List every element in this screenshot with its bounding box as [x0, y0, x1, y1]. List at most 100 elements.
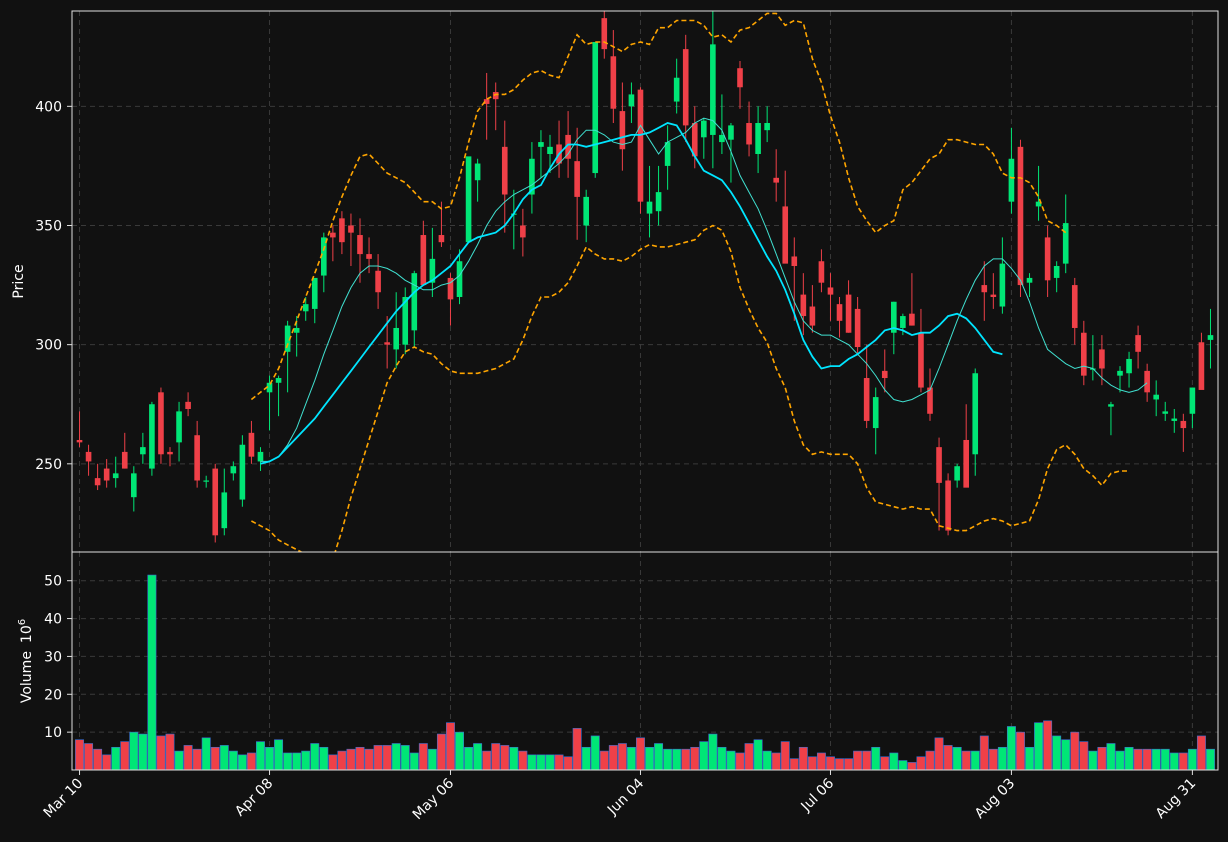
candle-body — [194, 435, 200, 481]
candle-body — [583, 196, 589, 226]
candle-body — [85, 451, 92, 462]
candle-body — [529, 158, 535, 195]
volume-bar — [699, 741, 709, 771]
candle-body — [854, 308, 861, 348]
volume-ytick-label: 50 — [44, 574, 62, 590]
volume-bar — [572, 728, 582, 771]
candle-body — [411, 273, 418, 331]
volume-bar — [717, 746, 727, 771]
volume-bar — [355, 746, 365, 771]
volume-bar — [952, 746, 962, 771]
volume-bar — [319, 746, 329, 771]
volume-bar — [1016, 731, 1025, 771]
volume-ytick-label: 10 — [44, 725, 62, 741]
volume-bar — [427, 748, 437, 771]
candle-body — [1053, 266, 1060, 278]
volume-bar — [228, 750, 238, 771]
volume-bar — [1133, 748, 1143, 771]
volume-bar — [925, 750, 935, 771]
candle-body — [719, 134, 725, 143]
volume-bar — [681, 748, 691, 771]
volume-bar — [789, 758, 799, 771]
volume-bar — [138, 733, 148, 771]
candle-body — [456, 261, 463, 297]
candle-body — [348, 225, 354, 233]
candle-body — [330, 232, 336, 238]
volume-bar — [391, 743, 401, 771]
candle-body — [701, 120, 707, 138]
volume-bar — [373, 745, 383, 771]
candle-body — [275, 378, 282, 383]
volume-bar — [364, 748, 374, 771]
volume-bar — [346, 748, 356, 771]
volume-bar — [246, 752, 256, 771]
volume-bar — [256, 741, 265, 771]
candle-body — [836, 304, 843, 321]
candle-body — [176, 411, 182, 443]
candle-body — [311, 277, 318, 309]
volume-bar — [744, 743, 754, 771]
volume-bar — [979, 735, 989, 771]
volume-bar — [880, 756, 890, 771]
volume-bar — [916, 756, 926, 771]
candle-body — [121, 451, 128, 469]
candle-body — [881, 370, 888, 379]
volume-bar — [1115, 750, 1125, 771]
candle-body — [94, 478, 101, 486]
candle-body — [357, 235, 363, 255]
volume-bar — [545, 754, 555, 771]
candle-body — [619, 111, 626, 150]
volume-bar — [590, 735, 600, 771]
candle-body — [800, 294, 807, 317]
volume-bar — [301, 750, 311, 771]
volume-bar — [997, 746, 1007, 771]
volume-bar — [455, 731, 464, 771]
volume-bar — [599, 750, 609, 771]
candle-body — [963, 439, 969, 488]
candle-body — [574, 161, 580, 197]
volume-bar — [726, 750, 736, 771]
volume-bar — [862, 750, 872, 771]
candle-body — [438, 235, 445, 243]
candle-body — [1135, 335, 1141, 352]
candle-body — [420, 235, 427, 286]
candle-body — [664, 142, 671, 166]
candle-body — [863, 378, 870, 421]
volume-bar — [147, 574, 157, 771]
candle-body — [755, 123, 761, 154]
candle-body — [927, 387, 933, 414]
volume-bar — [292, 752, 302, 771]
candle-body — [140, 447, 146, 455]
grid-layer — [72, 11, 1218, 770]
volume-bar — [446, 722, 455, 771]
volume-bar — [1106, 743, 1116, 771]
candle-body — [1117, 370, 1123, 376]
candle-body — [1144, 370, 1150, 393]
volume-bar — [1151, 748, 1161, 771]
volume-bar — [310, 743, 320, 771]
volume-bar — [536, 754, 546, 771]
candle-body — [746, 123, 752, 145]
volume-bar — [1196, 735, 1206, 771]
candle-body — [565, 134, 571, 159]
volume-bar — [563, 756, 573, 771]
candle-body — [1180, 420, 1187, 429]
volume-bar — [174, 750, 184, 771]
volume-bar — [500, 745, 510, 771]
candle-body — [1071, 285, 1078, 328]
candle-body — [185, 401, 191, 410]
volume-bar — [509, 746, 519, 771]
volume-bar — [400, 745, 410, 771]
volume-ytick-label: 20 — [44, 687, 62, 703]
volume-bar — [165, 733, 175, 771]
volume-bar — [826, 756, 835, 771]
candle-body — [773, 177, 779, 183]
volume-bar — [111, 746, 121, 771]
volume-bar — [771, 752, 781, 771]
candle-body — [402, 296, 409, 345]
volume-bar — [1178, 752, 1188, 771]
candle-body — [447, 277, 454, 300]
candle-body — [936, 447, 942, 483]
